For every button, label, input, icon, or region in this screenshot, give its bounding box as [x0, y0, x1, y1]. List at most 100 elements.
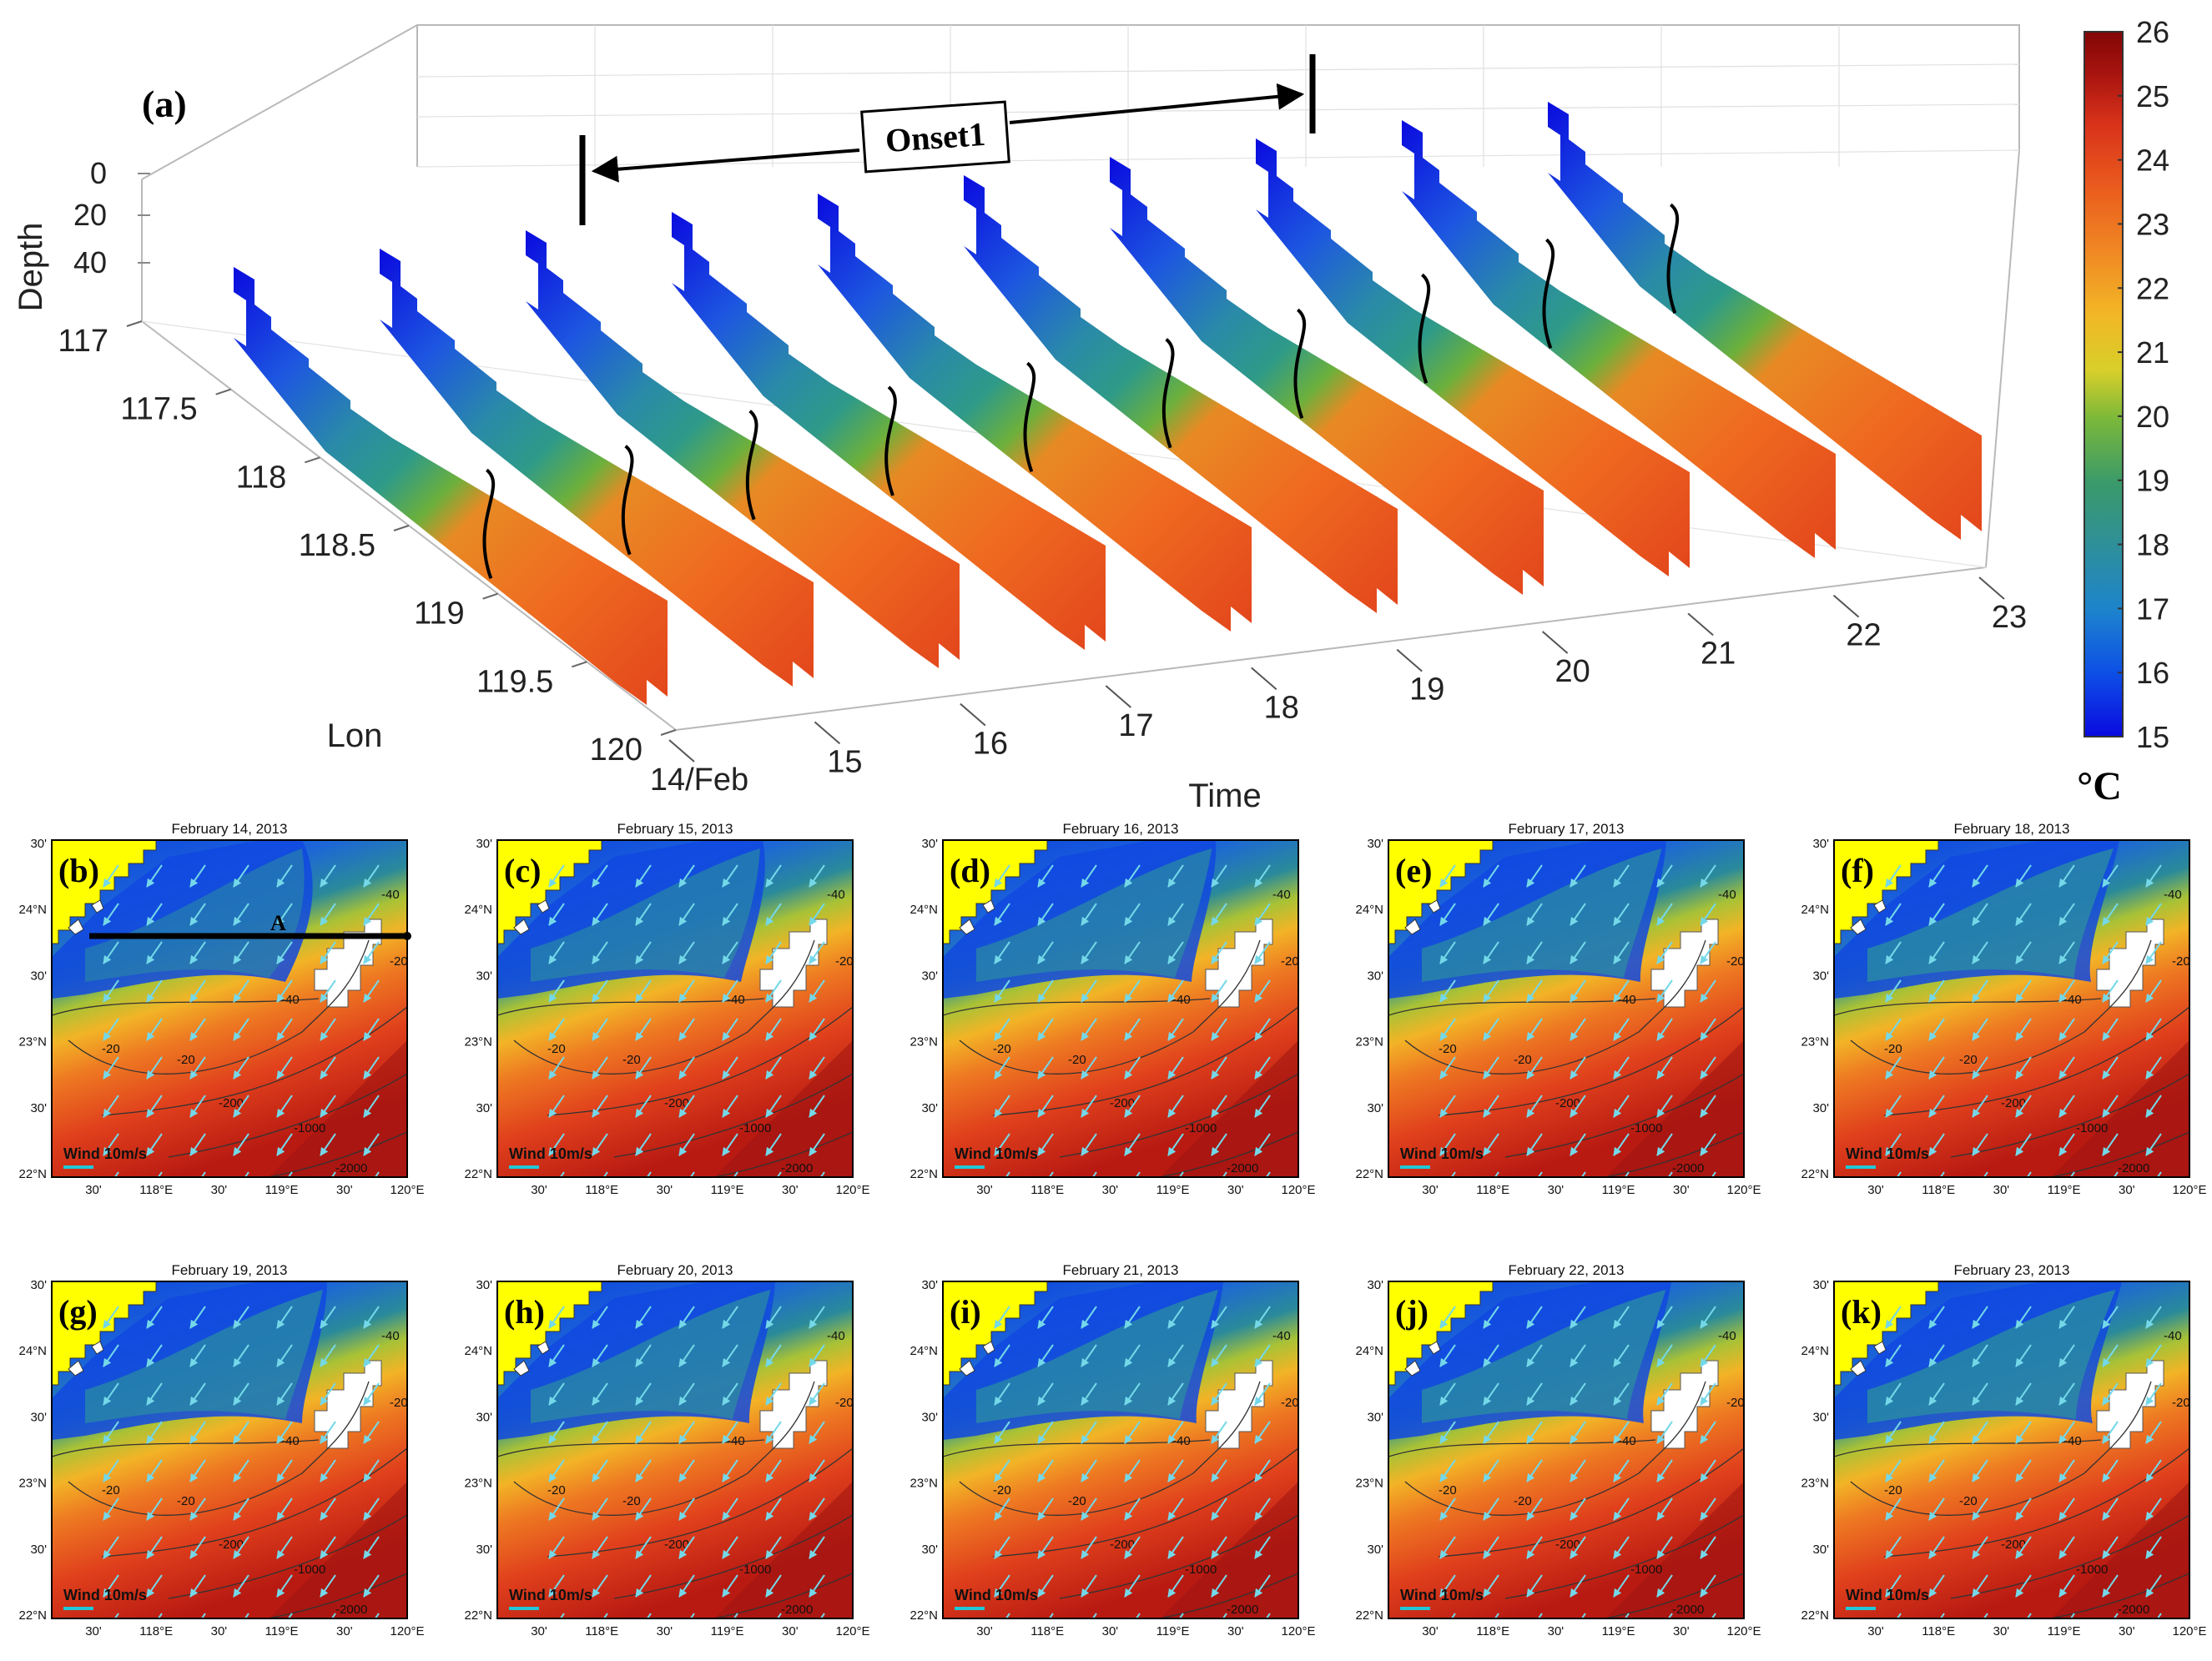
wind-vector: [189, 1382, 206, 1406]
wind-vector: [1885, 1095, 1902, 1118]
wind-vector: [2015, 1306, 2032, 1329]
wind-vector: [2102, 941, 2119, 964]
contour-20: [1404, 1381, 1706, 1516]
wind-vector: [2102, 1344, 2119, 1367]
wind-vector: [1254, 1306, 1271, 1329]
wind-vector: [233, 979, 249, 1003]
slice-fill: [1110, 157, 1544, 595]
wind-vector: [2015, 979, 2032, 1003]
wind-vector: [2058, 1497, 2075, 1521]
wind-vector: [1972, 903, 1988, 926]
contour-20: [1404, 939, 1706, 1075]
wind-vector: [1297, 1434, 1298, 1444]
wind-vector: [2102, 1056, 2119, 1080]
slice-fill: [964, 175, 1398, 613]
wind-vector: [406, 993, 407, 1003]
wind-vector: [1167, 1306, 1184, 1329]
wind-vector: [1439, 1306, 1456, 1329]
wind-vector: [646, 1171, 652, 1177]
wind-vector: [1928, 864, 1945, 888]
wind-vector: [2145, 864, 2162, 888]
wind-vector: [765, 1382, 782, 1406]
map-panel-label: (e): [1395, 852, 1432, 889]
lon-tick-118.5: 118.5: [299, 528, 375, 563]
map-content: -40 -20 -20 -200 -1000 -2000 -40 -20: [497, 840, 853, 1177]
wind-vector: [1526, 1095, 1543, 1118]
wind-vector: [994, 1344, 1010, 1367]
wind-vector: [103, 1018, 119, 1041]
wind-vector: [1297, 993, 1298, 1003]
wind-vector: [1972, 1306, 1988, 1329]
lat-tick: 30': [476, 837, 492, 851]
contour-label: -20: [1514, 1053, 1532, 1067]
islands-small: [959, 1341, 995, 1377]
contour-label: -20: [1439, 1483, 1457, 1497]
lat-tick: 30': [1367, 1278, 1383, 1292]
wind-vector: [1526, 1421, 1543, 1444]
wind-vector: [1656, 1536, 1673, 1559]
wind-vector: [678, 1459, 695, 1482]
wind-vector: [363, 1497, 380, 1521]
contour-label: -40: [827, 1329, 845, 1343]
wind-vector: [1081, 941, 1097, 964]
wind-vector: [1972, 864, 1988, 888]
wind-vector: [363, 979, 380, 1003]
wind-vector: [320, 903, 336, 926]
wind-vector: [2189, 1575, 2204, 1597]
wind-vector: [320, 941, 336, 964]
wind-vector: [1211, 903, 1227, 926]
wind-vector: [1624, 1171, 1630, 1177]
wind-vector: [1439, 903, 1456, 926]
wind-vector: [2156, 1171, 2162, 1177]
wind-vector: [722, 1382, 738, 1406]
grid-line-horizontal: [416, 63, 2020, 78]
lon-tick: 120°E: [835, 1624, 869, 1638]
wind-vector: [1570, 1459, 1586, 1482]
wind-vector: [233, 1459, 249, 1482]
lon-tick: 118°E: [1922, 1624, 1955, 1638]
wind-vector: [994, 1095, 1010, 1118]
map-panel-d: February 16, 2013 -40 -20 -20 -200 -1000 -2000…: [909, 821, 1315, 1197]
wind-vector: [548, 1306, 565, 1329]
wind-vector: [1667, 1613, 1673, 1618]
land-coast: [1388, 1281, 1494, 1386]
wind-vector: [1743, 1472, 1744, 1482]
wind-vector: [2058, 1459, 2075, 1482]
lon-tick-mark: [660, 729, 677, 736]
wind-vector: [1526, 1459, 1543, 1482]
wind-vector: [2189, 1345, 2204, 1367]
wind-vector: [1570, 1536, 1586, 1559]
lon-tick: 119°E: [2048, 1624, 2081, 1638]
wind-vector: [1885, 1133, 1902, 1156]
wind-vector: [1211, 1133, 1227, 1156]
lon-tick: 30': [1673, 1183, 1690, 1197]
wind-vector: [635, 1536, 652, 1559]
wind-vector: [635, 1018, 652, 1041]
slice-day-20: [1110, 157, 1544, 595]
contour-2000: [1159, 1573, 1298, 1618]
wind-vector: [233, 1421, 249, 1444]
wind-vector: [1167, 1095, 1184, 1118]
wind-vector: [113, 1613, 119, 1618]
wind-vector: [809, 1018, 825, 1041]
wind-vector: [1124, 864, 1141, 888]
lon-tick: 120°E: [1281, 1183, 1315, 1197]
mixed-water-region: [1422, 848, 1662, 982]
wind-vector: [233, 1095, 249, 1118]
lon-tick: 120°E: [390, 1183, 424, 1197]
wind-vector: [276, 903, 293, 926]
wind-vector: [1537, 1171, 1543, 1177]
wind-vector: [1656, 1133, 1673, 1156]
wind-vector: [548, 1536, 565, 1559]
contour-label: -20: [1439, 1042, 1457, 1056]
wind-vector: [157, 1171, 163, 1177]
lat-tick: 30': [1812, 1101, 1829, 1115]
wind-vector: [189, 1497, 206, 1521]
contour-1000: [1059, 1073, 1298, 1158]
wind-vector: [1570, 1497, 1586, 1521]
wind-vector: [1885, 903, 1902, 926]
wind-vector: [1124, 1133, 1141, 1156]
wind-vector: [1483, 1306, 1499, 1329]
wind-vector: [1570, 1421, 1586, 1444]
wind-vector: [1211, 864, 1227, 888]
